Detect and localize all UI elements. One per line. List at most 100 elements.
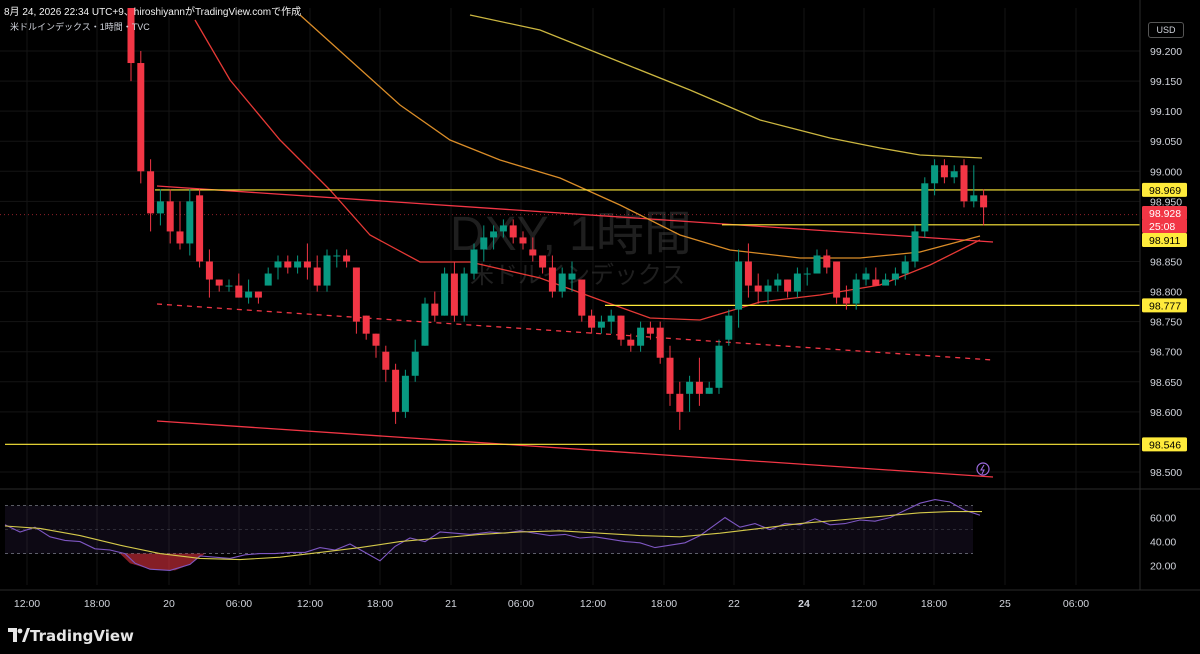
candle: [235, 273, 243, 298]
candle-body: [725, 315, 733, 340]
candle-body: [196, 195, 204, 262]
x-tick-label: 12:00: [14, 598, 40, 610]
price-tag-last: 98.928: [1149, 208, 1181, 220]
candle-body: [548, 267, 556, 292]
candle-body: [441, 273, 449, 316]
candle: [176, 201, 184, 250]
candle: [901, 255, 909, 280]
candle: [646, 321, 654, 340]
price-tag-last-bg: [1142, 206, 1187, 220]
y-tick-label: 98.950: [1150, 196, 1182, 208]
candle: [578, 279, 586, 322]
candle-body: [343, 255, 351, 262]
candle-body: [568, 273, 576, 280]
price-tag-98911: 98.911: [1149, 235, 1180, 247]
candle: [313, 255, 321, 292]
candle-body: [127, 8, 135, 64]
x-tick-label: 06:00: [1063, 598, 1089, 610]
candle: [970, 165, 978, 208]
candle: [686, 375, 694, 412]
rsi-tick-label: 40.00: [1150, 537, 1176, 549]
candle-body: [333, 255, 341, 257]
candle: [735, 249, 743, 328]
candle: [950, 165, 958, 184]
candle: [441, 267, 449, 316]
snapshot-caption: 8月 24, 2026 22:34 UTC+9、hiroshiyannがTrad…: [4, 7, 302, 18]
x-tick-label: 20: [163, 598, 175, 610]
candle: [450, 261, 458, 322]
price-tag-countdown: 25:08: [1149, 221, 1175, 233]
candle-body: [793, 273, 801, 292]
candle: [127, 8, 135, 82]
candle: [813, 249, 821, 274]
y-tick-label: 99.100: [1150, 106, 1182, 118]
brand-name: TradingView: [30, 627, 134, 645]
candle: [343, 249, 351, 268]
tradingview-logo-icon: [8, 628, 30, 642]
ma-short: [194, 19, 981, 321]
candle-body: [137, 63, 145, 172]
candle-body: [225, 285, 233, 287]
candle: [205, 249, 213, 298]
price-tag-98546-bg: [1142, 437, 1187, 452]
y-tick-label: 98.500: [1150, 467, 1182, 479]
candle-body: [940, 165, 948, 178]
x-tick-label: 18:00: [651, 598, 677, 610]
ma-long: [469, 14, 983, 159]
trend-line-lower: [156, 420, 994, 478]
candle-body: [284, 261, 292, 268]
candle: [460, 267, 468, 322]
candle: [303, 243, 311, 280]
candle: [558, 267, 566, 298]
trend-line-upper: [156, 185, 994, 243]
candle-body: [313, 267, 321, 286]
candle: [548, 255, 556, 298]
candle-body: [891, 273, 899, 280]
candle: [529, 237, 537, 262]
candle: [539, 255, 547, 274]
currency-button[interactable]: USD: [1148, 22, 1184, 38]
candle-body: [274, 261, 282, 268]
candle: [392, 363, 400, 424]
candle: [382, 345, 390, 382]
candle: [725, 309, 733, 346]
candle: [509, 219, 517, 244]
candle: [744, 243, 752, 298]
candle-body: [166, 201, 174, 232]
candle-body: [294, 261, 302, 268]
candle: [147, 159, 155, 232]
candle-body: [931, 165, 939, 184]
candle-body: [872, 279, 880, 286]
candle: [264, 267, 272, 286]
candle: [588, 309, 596, 334]
x-tick-label: 25: [999, 598, 1011, 610]
candle-body: [460, 273, 468, 316]
candle: [891, 267, 899, 286]
candle: [617, 315, 625, 346]
candle-body: [539, 255, 547, 268]
candle-body: [911, 231, 919, 262]
candle-body: [245, 291, 253, 298]
candle-body: [558, 273, 566, 292]
candle: [784, 279, 792, 298]
x-tick-label: 21: [445, 598, 457, 610]
candle: [911, 225, 919, 268]
candle: [872, 267, 880, 286]
watermark-subtitle: 米ドルインデックス: [470, 262, 685, 289]
candle-body: [627, 339, 635, 346]
candle-body: [323, 255, 331, 286]
candle: [323, 249, 331, 292]
candle-body: [735, 261, 743, 310]
candle: [882, 273, 890, 286]
candle: [980, 189, 988, 226]
candle: [852, 273, 860, 310]
candle-body: [960, 165, 968, 202]
candle-body: [686, 381, 694, 394]
candle: [156, 189, 164, 226]
candle-body: [509, 225, 517, 238]
candle-body: [529, 249, 537, 256]
candle: [637, 321, 645, 352]
candle-body: [646, 327, 654, 334]
candle-body: [637, 327, 645, 346]
